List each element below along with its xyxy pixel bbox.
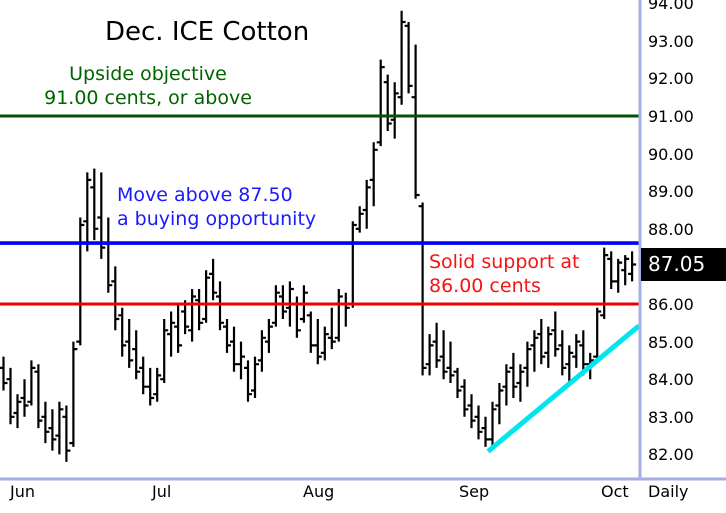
annotation-upside-line1: Upside objective xyxy=(69,63,227,85)
uptrend-line xyxy=(486,323,641,454)
x-axis-label-oct: Oct xyxy=(601,482,629,501)
chart-title: Dec. ICE Cotton xyxy=(105,17,310,47)
x-axis-label-jul: Jul xyxy=(152,482,172,501)
annotation-buy-opportunity: Move above 87.50 a buying opportunity xyxy=(117,183,316,231)
y-axis-tick-label: 90.00 xyxy=(648,144,694,164)
annotation-buy-line1: Move above 87.50 xyxy=(117,184,293,206)
y-axis-tick-label: 82.00 xyxy=(648,445,694,465)
y-axis-tick-label: 85.00 xyxy=(648,332,694,352)
y-axis-tick-label: 91.00 xyxy=(648,107,694,126)
annotation-buy-line2: a buying opportunity xyxy=(117,208,317,230)
x-axis-label-sep: Sep xyxy=(459,482,490,501)
y-axis-tick-label: 94.00 xyxy=(648,0,694,14)
y-axis-tick-label: 92.00 xyxy=(648,69,694,89)
y-axis-tick-label: 88.00 xyxy=(648,219,694,239)
x-axis-label-jun: Jun xyxy=(10,482,35,501)
x-axis-label-aug: Aug xyxy=(303,482,335,501)
annotation-upside-line2: 91.00 cents, or above xyxy=(44,87,252,109)
last-price-badge: 87.05 xyxy=(641,248,726,281)
y-axis-tick-label: 83.00 xyxy=(648,407,694,427)
y-axis-tick-label: 86.00 xyxy=(648,295,694,314)
annotation-upside-objective: Upside objective 91.00 cents, or above xyxy=(30,62,266,110)
y-axis-tick-label: 93.00 xyxy=(648,31,694,51)
annotation-support-line1: Solid support at xyxy=(429,251,580,273)
timeframe-label: Daily xyxy=(648,482,689,501)
annotation-support-line2: 86.00 cents xyxy=(429,275,541,297)
annotation-solid-support: Solid support at 86.00 cents xyxy=(429,250,579,298)
y-axis-tick-label: 84.00 xyxy=(648,370,694,390)
y-axis-tick-label: 89.00 xyxy=(648,182,694,202)
